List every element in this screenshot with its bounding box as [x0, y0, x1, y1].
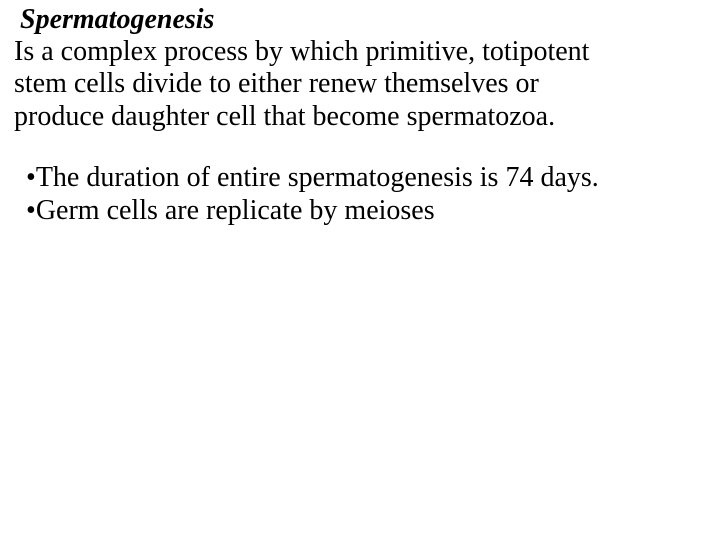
list-item: •The duration of entire spermatogenesis …	[26, 161, 706, 194]
bullet-text: Germ cells are replicate by meioses	[36, 195, 435, 226]
slide-title: Spermatogenesis	[14, 4, 706, 36]
list-item: •Germ cells are replicate by meioses	[26, 194, 706, 227]
bullet-icon: •	[26, 161, 36, 194]
paragraph-line-2: stem cells divide to either renew themse…	[14, 68, 706, 100]
bullet-text: The duration of entire spermatogenesis i…	[36, 162, 599, 193]
bullet-icon: •	[26, 194, 36, 227]
slide-page: Spermatogenesis Is a complex process by …	[0, 0, 720, 227]
bullet-list: •The duration of entire spermatogenesis …	[14, 161, 706, 227]
paragraph-line-1: Is a complex process by which primitive,…	[14, 36, 706, 68]
paragraph-line-3: produce daughter cell that become sperma…	[14, 101, 706, 133]
